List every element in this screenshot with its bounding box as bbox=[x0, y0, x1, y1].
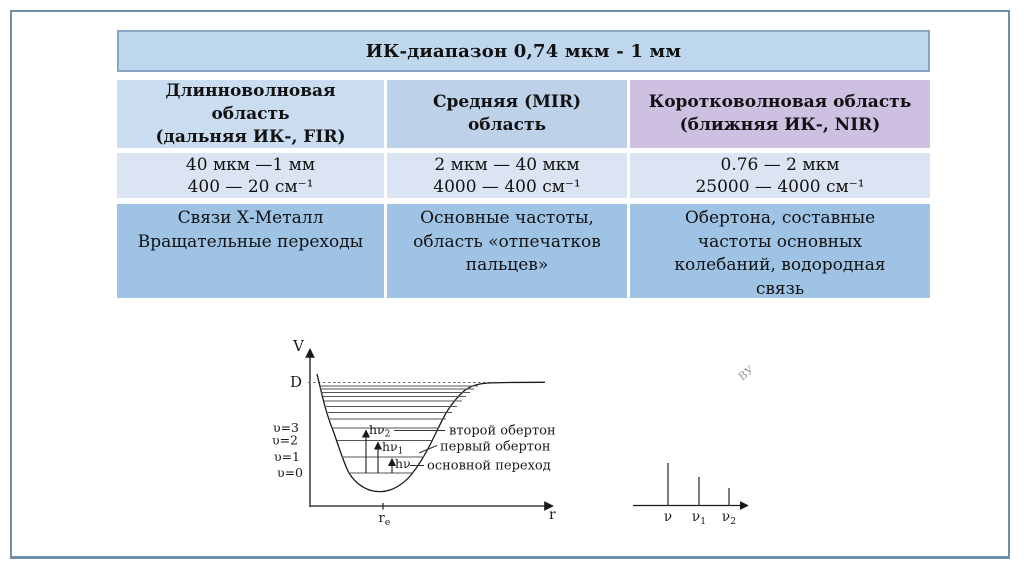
transition-label-first-overtone: первый обертон bbox=[440, 440, 551, 455]
watermark-text: ВУ bbox=[736, 363, 757, 383]
arrow-label-hv2: hν2 bbox=[369, 422, 390, 440]
range-line: 400 — 20 см⁻¹ bbox=[187, 176, 314, 197]
spectrum-label-nu1: ν1 bbox=[692, 509, 706, 527]
re-label: re bbox=[379, 511, 391, 528]
header-line: Длинноволновая bbox=[165, 80, 336, 101]
desc-line: Обертона, составные bbox=[684, 208, 876, 228]
table-range-row: 40 мкм —1 мм 400 — 20 см⁻¹ 2 мкм — 40 мк… bbox=[117, 153, 930, 198]
spectrum-label-nu: ν bbox=[664, 509, 672, 525]
v-axis-label: V bbox=[292, 337, 305, 355]
range-line: 0.76 — 2 мкм bbox=[720, 154, 840, 175]
morse-curve bbox=[316, 373, 546, 493]
header-cell-nir: Коротковолновая область (ближняя ИК-, NI… bbox=[630, 80, 930, 148]
desc-line: Основные частоты, bbox=[420, 208, 594, 228]
range-line: 25000 — 4000 см⁻¹ bbox=[695, 176, 865, 197]
header-cell-mir: Средняя (MIR) область bbox=[387, 80, 627, 148]
vibrational-levels bbox=[319, 385, 478, 474]
level-label-v0: υ=0 bbox=[277, 465, 303, 480]
ir-range-table: ИК-диапазон 0,74 мкм - 1 мм Длинноволнов… bbox=[117, 30, 930, 299]
transition-leaders bbox=[394, 430, 445, 466]
header-line: (ближняя ИК-, NIR) bbox=[679, 115, 881, 135]
desc-line: Вращательные переходы bbox=[137, 231, 364, 252]
r-axis-label: r bbox=[549, 507, 556, 523]
range-cell-nir: 0.76 — 2 мкм 25000 — 4000 см⁻¹ bbox=[630, 153, 930, 198]
spectrum-lines bbox=[667, 463, 730, 506]
header-line: область bbox=[211, 103, 290, 124]
table-title: ИК-диапазон 0,74 мкм - 1 мм bbox=[117, 30, 930, 72]
morse-potential-figure: V r D υ=3 υ=2 υ=1 υ=0 hν2 hν1 hν второй … bbox=[272, 337, 757, 528]
arrow-label-hv1: hν1 bbox=[382, 439, 403, 457]
level-label-v1: υ=1 bbox=[274, 449, 300, 464]
range-line: 40 мкм —1 мм bbox=[185, 154, 316, 175]
header-line: (дальняя ИК-, FIR) bbox=[155, 126, 346, 147]
dissociation-label: D bbox=[290, 373, 302, 391]
table-header-row: Длинноволновая область (дальняя ИК-, FIR… bbox=[117, 80, 930, 148]
arrow-label-hv: hν bbox=[395, 456, 411, 471]
desc-line: колебаний, водородная bbox=[674, 255, 886, 275]
desc-line: область «отпечатков bbox=[413, 231, 601, 252]
range-cell-mir: 2 мкм — 40 мкм 4000 — 400 см⁻¹ bbox=[387, 153, 627, 198]
spectrum-label-nu2: ν2 bbox=[722, 509, 736, 527]
header-line: область bbox=[467, 115, 547, 135]
desc-line: пальцев» bbox=[465, 255, 549, 275]
transition-label-second-overtone: второй обертон bbox=[449, 424, 556, 439]
desc-line: Связи Х-Металл bbox=[177, 208, 324, 228]
table-description-row: Связи Х-Металл Вращательные переходы Осн… bbox=[117, 204, 930, 299]
desc-line: связь bbox=[755, 278, 805, 299]
level-label-v3: υ=3 bbox=[273, 420, 299, 435]
header-cell-fir: Длинноволновая область (дальняя ИК-, FIR… bbox=[117, 80, 384, 148]
desc-cell-mir: Основные частоты, область «отпечатков па… bbox=[387, 204, 627, 298]
desc-cell-fir: Связи Х-Металл Вращательные переходы bbox=[117, 204, 384, 298]
desc-line: частоты основных bbox=[697, 231, 863, 252]
range-line: 4000 — 400 см⁻¹ bbox=[433, 176, 581, 197]
range-cell-fir: 40 мкм —1 мм 400 — 20 см⁻¹ bbox=[117, 153, 384, 198]
range-line: 2 мкм — 40 мкм bbox=[434, 154, 580, 175]
transition-arrows bbox=[361, 429, 397, 473]
desc-cell-nir: Обертона, составные частоты основных кол… bbox=[630, 204, 930, 299]
header-line: Коротковолновая область bbox=[648, 92, 912, 112]
transition-label-fundamental: основной переход bbox=[427, 459, 551, 474]
header-line: Средняя (MIR) bbox=[432, 92, 582, 112]
level-label-v2: υ=2 bbox=[272, 433, 298, 448]
